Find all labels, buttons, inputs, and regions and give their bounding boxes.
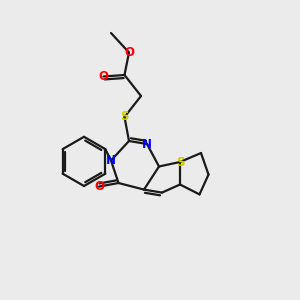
Text: O: O (94, 180, 104, 193)
Text: N: N (142, 137, 152, 151)
Text: N: N (106, 154, 116, 167)
Text: O: O (124, 46, 134, 59)
Text: S: S (120, 110, 129, 124)
Text: O: O (98, 70, 109, 83)
Text: S: S (176, 155, 184, 169)
